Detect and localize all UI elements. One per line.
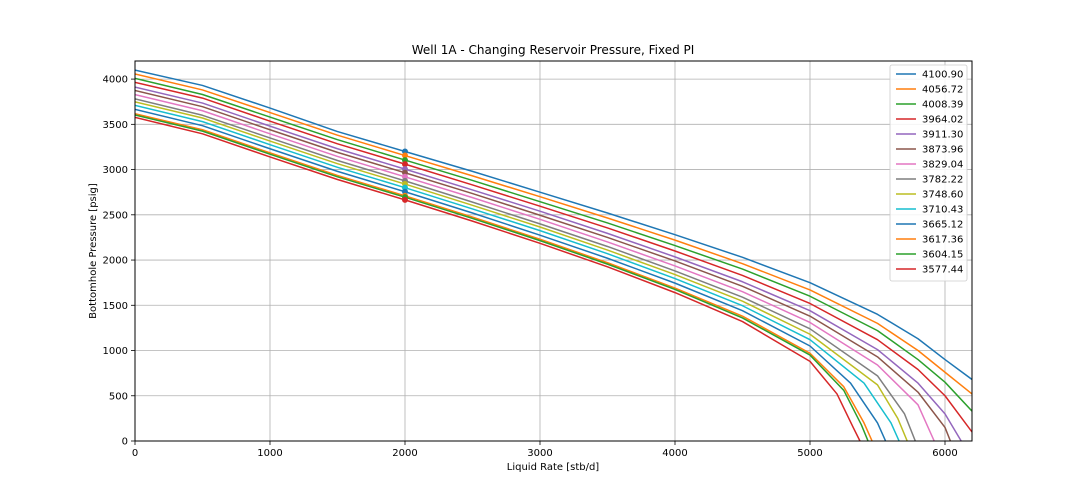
y-tick-label: 2000 bbox=[103, 256, 128, 267]
x-tick-label: 4000 bbox=[662, 448, 687, 459]
legend-label: 4056.72 bbox=[922, 85, 963, 96]
legend: 4100.90 4056.72 4008.39 3964.02 3911.30 3873.… bbox=[889, 64, 968, 282]
operating-point-3964.02 bbox=[402, 161, 408, 168]
series-line-3782.22 bbox=[135, 98, 916, 441]
legend-label: 3617.36 bbox=[922, 235, 963, 246]
series-line-3604.15 bbox=[135, 114, 869, 441]
series-line-3577.44 bbox=[135, 116, 861, 441]
chart-title: Well 1A - Changing Reservoir Pressure, F… bbox=[412, 43, 695, 57]
series-line-3617.36 bbox=[135, 113, 873, 441]
series-line-3710.43 bbox=[135, 104, 900, 441]
plot-area-frame bbox=[134, 60, 973, 442]
legend-label: 3748.60 bbox=[922, 190, 963, 201]
y-tick-label: 500 bbox=[109, 391, 128, 402]
legend-label: 4100.90 bbox=[922, 70, 963, 81]
x-tick-label: 1000 bbox=[257, 448, 282, 459]
legend-label: 3964.02 bbox=[922, 115, 963, 126]
series-line-3873.96 bbox=[135, 89, 952, 441]
series-line-3964.02 bbox=[135, 81, 972, 433]
legend-label: 3604.15 bbox=[922, 250, 963, 261]
series-line-4056.72 bbox=[135, 73, 972, 395]
legend-label: 3710.43 bbox=[922, 205, 963, 216]
operating-point-3577.44 bbox=[402, 196, 408, 203]
x-tick-label: 3000 bbox=[527, 448, 552, 459]
y-tick-label: 4000 bbox=[103, 75, 128, 86]
legend-label: 3911.30 bbox=[922, 130, 963, 141]
series-line-3748.60 bbox=[135, 101, 908, 441]
series-line-4100.90 bbox=[135, 69, 972, 381]
operating-point-4056.72 bbox=[402, 152, 408, 159]
y-axis-label: Bottomhole Pressure [psig] bbox=[88, 183, 99, 319]
legend-label: 4008.39 bbox=[922, 100, 963, 111]
legend-label: 3829.04 bbox=[922, 160, 963, 171]
y-tick-label: 3500 bbox=[103, 120, 128, 131]
series-line-3911.30 bbox=[135, 86, 962, 441]
operating-point-markers bbox=[402, 148, 408, 203]
y-tick-label: 3000 bbox=[103, 165, 128, 176]
y-tick-label: 0 bbox=[122, 437, 128, 448]
legend-label: 3665.12 bbox=[922, 220, 963, 231]
legend-label: 3782.22 bbox=[922, 175, 963, 186]
legend-label: 3577.44 bbox=[922, 265, 963, 276]
x-axis-label: Liquid Rate [stb/d] bbox=[507, 462, 600, 473]
x-tick-label: 5000 bbox=[797, 448, 822, 459]
series-line-3829.04 bbox=[135, 93, 935, 441]
series-lines bbox=[135, 69, 972, 441]
x-tick-label: 2000 bbox=[392, 448, 417, 459]
axis-ticks: 0 1000 2000 3000 4000 5000 6000 0 500 1000 1500 200… bbox=[103, 75, 958, 459]
y-tick-label: 2500 bbox=[103, 210, 128, 221]
x-tick-label: 6000 bbox=[932, 448, 957, 459]
y-tick-label: 1500 bbox=[103, 301, 128, 312]
y-tick-label: 1000 bbox=[103, 346, 128, 357]
x-tick-label: 0 bbox=[132, 448, 138, 459]
series-line-4008.39 bbox=[135, 77, 972, 412]
series-line-3665.12 bbox=[135, 108, 887, 441]
legend-label: 3873.96 bbox=[922, 145, 963, 156]
